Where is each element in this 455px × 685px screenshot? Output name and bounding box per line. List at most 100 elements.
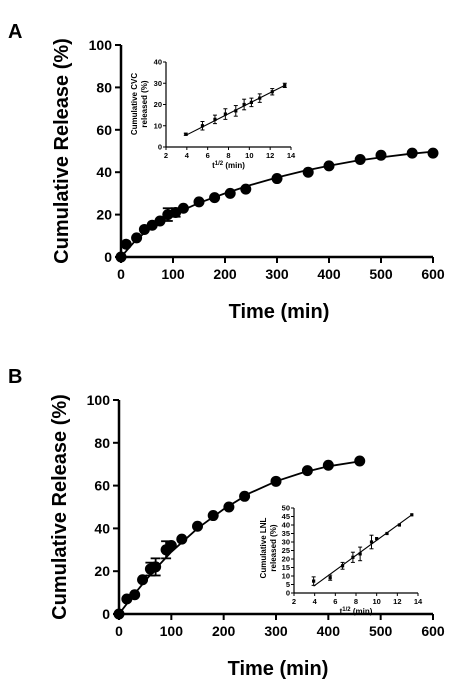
- inset-y-tick-label: 5: [286, 580, 290, 589]
- inset-x-tick-label: 12: [266, 151, 274, 160]
- x-tick-label: 500: [369, 623, 393, 639]
- y-tick-label: 80: [96, 79, 112, 95]
- inset-data-point: [200, 124, 205, 128]
- data-point: [176, 533, 188, 545]
- data-point: [223, 501, 235, 513]
- data-point: [209, 192, 221, 204]
- inset-data-point: [249, 100, 254, 104]
- data-point: [137, 574, 149, 586]
- inset-y-tick-label: 30: [154, 79, 162, 88]
- data-point: [406, 147, 418, 159]
- data-point: [113, 608, 125, 620]
- inset-y-tick-label: 45: [282, 512, 290, 521]
- inset-x-tick-label: 12: [393, 597, 401, 606]
- inset-data-point: [312, 579, 316, 583]
- inset-data-point: [369, 540, 374, 544]
- x-tick-label: 100: [161, 266, 185, 282]
- x-tick-label: 300: [264, 623, 288, 639]
- panel-label: A: [8, 21, 22, 43]
- data-point: [323, 160, 335, 172]
- y-tick-label: 60: [94, 478, 110, 494]
- inset-data-point: [258, 96, 262, 100]
- y-tick-label: 20: [94, 563, 110, 579]
- data-point: [301, 465, 313, 477]
- inset-y-tick-label: 15: [282, 563, 290, 572]
- panel-label: B: [8, 366, 22, 388]
- x-tick-label: 100: [160, 623, 184, 639]
- x-tick-label: 400: [317, 623, 341, 639]
- x-tick-label: 300: [265, 266, 289, 282]
- y-axis-title: Cumulative Release (%): [51, 38, 73, 264]
- inset-x-tick-label: 10: [245, 151, 253, 160]
- inset-x-tick-label: 8: [226, 151, 230, 160]
- data-point: [239, 490, 251, 502]
- x-tick-label: 200: [212, 623, 236, 639]
- inset-x-tick-label: 4: [313, 597, 318, 606]
- inset-y-tick-label: 20: [282, 555, 290, 564]
- y-tick-label: 0: [102, 606, 110, 622]
- y-tick-label: 100: [89, 37, 113, 53]
- y-tick-label: 40: [94, 520, 110, 536]
- x-axis-title: Time (min): [228, 658, 329, 680]
- inset-y-tick-label: 40: [282, 521, 290, 530]
- data-point: [270, 475, 282, 487]
- data-point: [224, 187, 236, 199]
- inset-data-point: [270, 90, 274, 94]
- inset-y-tick-label: 25: [282, 546, 290, 555]
- inset-data-point: [242, 102, 246, 107]
- data-point: [192, 520, 203, 532]
- inset-y-tick-label: 40: [154, 58, 162, 67]
- y-tick-label: 80: [94, 435, 110, 451]
- data-point: [120, 238, 132, 250]
- inset-data-point: [184, 132, 188, 136]
- inset-y-tick-label: 10: [282, 572, 290, 581]
- data-point: [271, 173, 283, 185]
- inset-x-tick-label: 14: [287, 151, 296, 160]
- data-point: [375, 149, 387, 161]
- data-point: [354, 153, 366, 165]
- inset-fit-line: [313, 514, 413, 587]
- x-tick-label: 600: [421, 623, 445, 639]
- inset-data-point: [283, 83, 287, 87]
- x-axis-title: Time (min): [229, 301, 330, 323]
- inset-y-axis-title: Cumulative LNLreleased (%): [259, 517, 278, 578]
- x-tick-label: 600: [421, 266, 445, 282]
- inset-data-point: [234, 109, 238, 113]
- inset-y-tick-label: 35: [282, 529, 290, 538]
- data-point: [115, 251, 127, 263]
- data-point: [240, 183, 252, 195]
- x-tick-label: 500: [369, 266, 393, 282]
- y-tick-label: 60: [96, 122, 112, 138]
- data-point: [207, 510, 219, 522]
- inset-x-tick-label: 4: [185, 151, 190, 160]
- inset-data-point: [358, 552, 362, 556]
- inset-y-tick-label: 30: [282, 538, 290, 547]
- y-axis-title: Cumulative Release (%): [49, 394, 71, 620]
- data-point: [427, 147, 439, 159]
- fit-curve: [118, 460, 360, 615]
- inset-x-axis-title: t1/2 (min): [212, 161, 245, 170]
- y-tick-label: 0: [104, 249, 112, 265]
- inset-y-axis-title: Cumulative CVCreleased (%): [130, 73, 149, 135]
- inset-y-tick-label: 20: [154, 100, 162, 109]
- inset-y-tick-label: 50: [282, 504, 290, 513]
- x-tick-label: 400: [317, 266, 341, 282]
- y-tick-label: 20: [96, 207, 112, 223]
- inset-x-axis-title: t1/2 (min): [340, 607, 373, 616]
- data-point: [165, 540, 177, 552]
- inset-x-tick-label: 2: [164, 151, 168, 160]
- inset-data-point: [410, 513, 414, 517]
- data-point: [129, 589, 141, 601]
- inset-x-tick-label: 6: [206, 151, 210, 160]
- inset-data-point: [351, 555, 355, 559]
- inset-x-tick-label: 10: [372, 597, 380, 606]
- inset-x-tick-label: 2: [292, 597, 296, 606]
- inset-x-tick-label: 8: [354, 597, 358, 606]
- inset-data-point: [213, 117, 217, 121]
- fit-curve: [120, 150, 434, 258]
- inset-data-point: [223, 112, 227, 116]
- inset-x-tick-label: 6: [333, 597, 337, 606]
